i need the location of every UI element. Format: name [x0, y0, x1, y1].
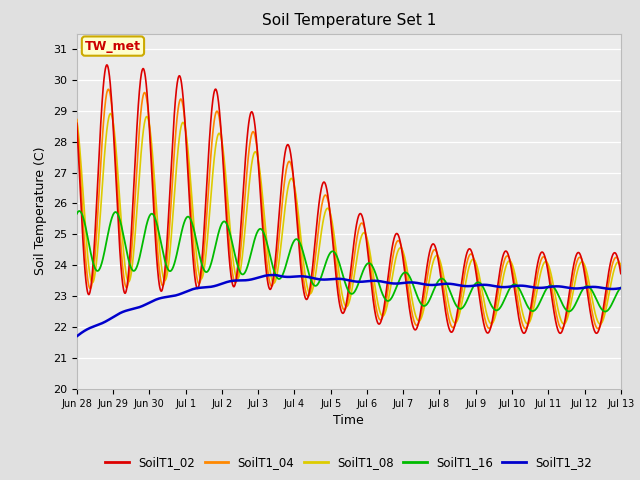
X-axis label: Time: Time — [333, 414, 364, 427]
Title: Soil Temperature Set 1: Soil Temperature Set 1 — [262, 13, 436, 28]
Legend: SoilT1_02, SoilT1_04, SoilT1_08, SoilT1_16, SoilT1_32: SoilT1_02, SoilT1_04, SoilT1_08, SoilT1_… — [100, 452, 597, 474]
Text: TW_met: TW_met — [85, 39, 141, 53]
Y-axis label: Soil Temperature (C): Soil Temperature (C) — [35, 147, 47, 276]
